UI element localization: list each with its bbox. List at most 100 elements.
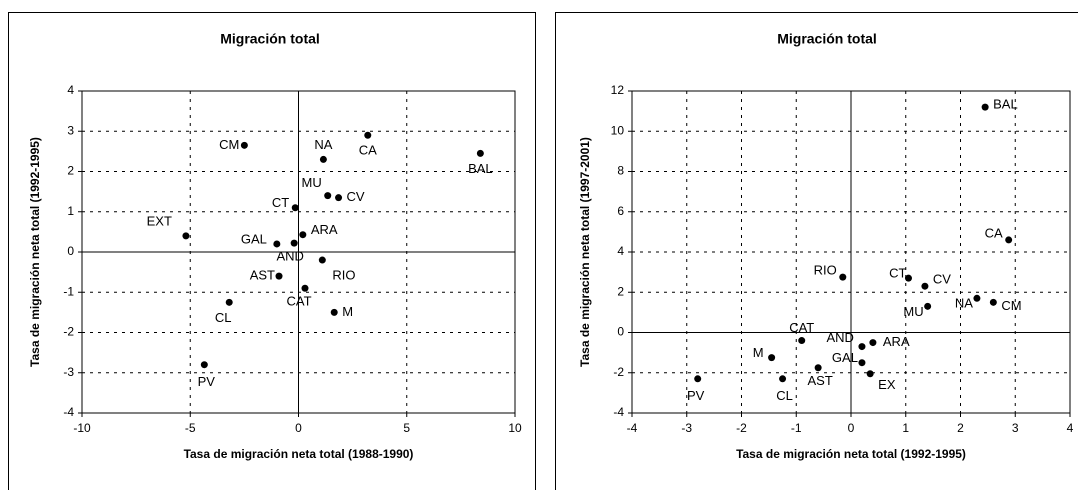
- point: [200, 361, 208, 369]
- point: [798, 337, 806, 345]
- point: [814, 364, 822, 372]
- point-label: NA: [955, 296, 973, 311]
- point: [290, 239, 298, 247]
- point: [299, 231, 307, 239]
- point: [273, 240, 281, 248]
- y-tick-label: -1: [63, 284, 74, 298]
- y-tick-label: 4: [67, 83, 74, 97]
- point: [364, 131, 372, 139]
- x-tick-label: -5: [185, 421, 196, 435]
- point-label: CL: [776, 388, 793, 403]
- point: [839, 273, 847, 281]
- point: [921, 282, 929, 290]
- point: [981, 103, 989, 111]
- point-label: CAT: [789, 320, 814, 335]
- chart-title: Migración total: [777, 31, 877, 47]
- y-tick-label: 4: [617, 244, 624, 258]
- x-tick-label: -4: [627, 421, 638, 435]
- panel-frame: [555, 12, 1078, 490]
- point: [324, 192, 332, 200]
- y-tick-label: 10: [611, 123, 625, 137]
- point-label: CV: [347, 189, 365, 204]
- point-label: PV: [687, 388, 705, 403]
- point-label: GAL: [832, 350, 858, 365]
- point: [301, 284, 309, 292]
- y-tick-label: -2: [63, 325, 74, 339]
- point: [866, 370, 874, 378]
- point-label: CA: [985, 225, 1003, 240]
- y-tick-label: 0: [67, 244, 74, 258]
- point: [275, 272, 283, 280]
- point: [182, 232, 190, 240]
- point: [973, 294, 981, 302]
- x-tick-label: 2: [957, 421, 964, 435]
- y-tick-label: 1: [67, 204, 74, 218]
- y-tick-label: 2: [67, 164, 74, 178]
- point-label: AST: [250, 268, 275, 283]
- chart-title: Migración total: [220, 31, 320, 47]
- point-label: M: [342, 304, 353, 319]
- point-label: AND: [826, 330, 853, 345]
- y-axis-title: Tasa de migración neta total (1992-1995): [28, 137, 42, 367]
- point: [779, 375, 787, 383]
- point-label: EXT: [147, 213, 172, 228]
- x-tick-label: 0: [295, 421, 302, 435]
- point: [694, 375, 702, 383]
- point-label: CT: [272, 195, 289, 210]
- point: [768, 354, 776, 362]
- x-tick-label: -10: [73, 421, 91, 435]
- point: [318, 256, 326, 264]
- point-label: RIO: [332, 267, 355, 282]
- point: [330, 308, 338, 316]
- point-label: CA: [359, 143, 377, 158]
- point: [291, 204, 299, 212]
- point-label: ARA: [311, 222, 338, 237]
- x-tick-label: -3: [681, 421, 692, 435]
- x-axis-title: Tasa de migración neta total (1988-1990): [184, 447, 414, 461]
- y-tick-label: -4: [613, 405, 624, 419]
- point: [240, 141, 248, 149]
- point-label: MU: [903, 304, 923, 319]
- point: [904, 274, 912, 282]
- point-label: GAL: [241, 231, 267, 246]
- y-tick-label: 6: [617, 204, 624, 218]
- x-tick-label: 10: [508, 421, 522, 435]
- y-tick-label: -4: [63, 405, 74, 419]
- point: [1005, 236, 1013, 244]
- y-tick-label: 0: [617, 325, 624, 339]
- point: [989, 298, 997, 306]
- x-tick-label: 4: [1067, 421, 1074, 435]
- point: [225, 298, 233, 306]
- point-label: CM: [219, 137, 239, 152]
- point-label: MU: [302, 175, 322, 190]
- x-tick-label: 3: [1012, 421, 1019, 435]
- point: [319, 155, 327, 163]
- point-label: AND: [276, 249, 303, 264]
- y-tick-label: 12: [611, 83, 625, 97]
- point-label: EX: [878, 377, 896, 392]
- point-label: BAL: [993, 97, 1018, 112]
- x-tick-label: 1: [902, 421, 909, 435]
- point-label: ARA: [883, 334, 910, 349]
- point-label: CM: [1001, 298, 1021, 313]
- x-tick-label: -1: [791, 421, 802, 435]
- point: [335, 194, 343, 202]
- y-tick-label: -2: [613, 365, 624, 379]
- y-tick-label: 2: [617, 284, 624, 298]
- y-tick-label: 3: [67, 123, 74, 137]
- point-label: CT: [889, 266, 906, 281]
- point: [924, 302, 932, 310]
- point: [858, 359, 866, 367]
- point-label: AST: [808, 373, 833, 388]
- panel-frame: [8, 12, 536, 490]
- x-axis-title: Tasa de migración neta total (1992-1995): [736, 447, 966, 461]
- point-label: PV: [198, 374, 216, 389]
- point-label: M: [753, 345, 764, 360]
- y-axis-title: Tasa de migración neta total (1997-2001): [578, 137, 592, 367]
- point: [476, 149, 484, 157]
- point-label: CAT: [286, 294, 311, 309]
- x-tick-label: 0: [848, 421, 855, 435]
- point-label: NA: [314, 137, 332, 152]
- x-tick-label: 5: [403, 421, 410, 435]
